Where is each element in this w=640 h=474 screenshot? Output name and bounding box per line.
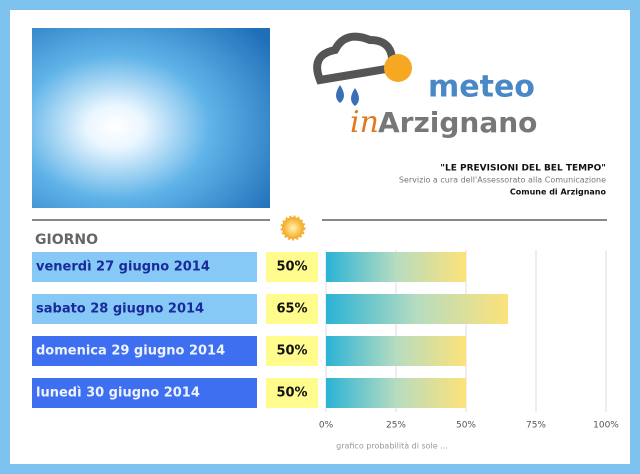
tagline: "LE PREVISIONI DEL BEL TEMPO" (440, 164, 606, 174)
caption: grafico probabilità di sole ... (336, 442, 448, 451)
x-tick-label: 0% (319, 421, 334, 431)
day-box (32, 336, 257, 366)
day-box (32, 378, 257, 408)
x-tick-label: 100% (593, 421, 619, 431)
bar (326, 252, 466, 282)
logo-icon (313, 32, 412, 106)
percent-box (266, 378, 318, 408)
percent-box (266, 336, 318, 366)
value-label: 50% (276, 386, 307, 401)
municipality: Comune di Arzignano (510, 188, 607, 197)
x-tick-label: 25% (386, 421, 406, 431)
value-label: 50% (276, 344, 307, 359)
sky-photo (32, 28, 270, 208)
day-box (32, 252, 257, 282)
bar (326, 378, 466, 408)
sun-icon (280, 215, 306, 241)
x-tick-label: 50% (456, 421, 476, 431)
day-label: sabato 28 giugno 2014 (36, 302, 204, 317)
day-label: lunedì 30 giugno 2014 (36, 386, 200, 401)
logo-town: Arzignano (378, 106, 537, 139)
service: Servizio a cura dell'Assessorato alla Co… (399, 176, 606, 185)
logo-in: in (350, 105, 379, 140)
day-label: domenica 29 giugno 2014 (36, 344, 225, 359)
day-label: venerdì 27 giugno 2014 (36, 260, 210, 275)
bar (326, 294, 508, 324)
x-tick-label: 75% (526, 421, 546, 431)
column-header: GIORNO (35, 232, 98, 248)
bar (326, 336, 466, 366)
day-box (32, 294, 257, 324)
value-label: 65% (276, 302, 307, 317)
value-label: 50% (276, 260, 307, 275)
percent-box (266, 252, 318, 282)
percent-box (266, 294, 318, 324)
logo-meteo: meteo (428, 70, 535, 105)
